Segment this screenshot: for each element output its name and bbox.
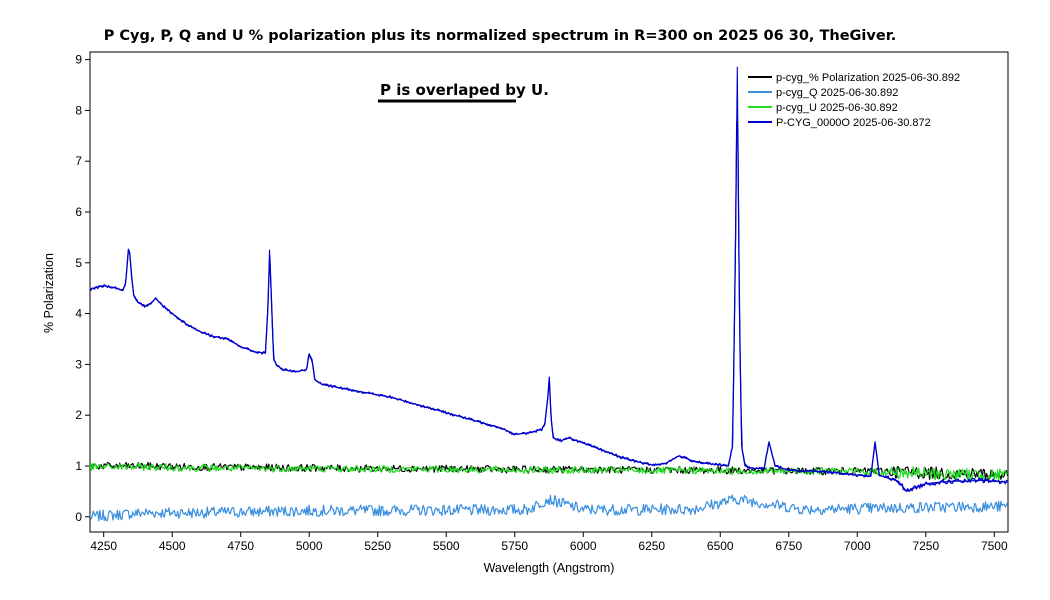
plot-border [89,51,1009,533]
y-tick-label: 6 [75,205,82,219]
x-tick-label: 5250 [364,539,391,553]
x-tick-label: 5750 [501,539,528,553]
y-tick-label: 2 [75,408,82,422]
legend: p-cyg_% Polarization 2025-06-30.892 p-cyg… [748,72,960,129]
x-tick-label: 5000 [296,539,323,553]
y-tick-label: 3 [75,357,82,371]
x-axis-ticks: 4250 4500 4750 5000 5250 5500 5750 6000 6250 6500… [90,532,1008,553]
series-line-q [89,494,1009,522]
y-axis-ticks: 0 1 2 3 4 5 6 7 8 9 [75,53,90,524]
legend-label-q: p-cyg_Q 2025-06-30.892 [776,87,898,99]
y-tick-label: 7 [75,154,82,168]
x-axis-label: Wavelength (Angstrom) [484,561,615,575]
series-line-u [89,462,1008,482]
chart-title: P Cyg, P, Q and U % polarization plus it… [103,28,897,44]
x-tick-label: 6500 [707,539,734,553]
series-line-spectrum-peaks [89,66,1009,492]
y-tick-label: 4 [75,307,82,321]
y-tick-label: 9 [75,53,82,67]
legend-label-u: p-cyg_U 2025-06-30.892 [776,102,898,114]
series-line-spectrum [89,121,1008,492]
x-tick-label: 6000 [570,539,597,553]
x-tick-label: 7500 [981,539,1008,553]
y-tick-label: 5 [75,256,82,270]
legend-label-polarization: p-cyg_% Polarization 2025-06-30.892 [776,72,960,84]
x-tick-label: 7250 [912,539,939,553]
x-tick-label: 6750 [775,539,802,553]
y-tick-label: 8 [75,103,82,117]
x-tick-label: 6250 [638,539,665,553]
x-tick-label: 7000 [844,539,871,553]
y-tick-label: 0 [75,510,82,524]
x-tick-label: 5500 [433,539,460,553]
plot-frame [89,51,1009,533]
series-layer [89,66,1009,522]
x-tick-label: 4750 [227,539,254,553]
x-tick-label: 4250 [90,539,117,553]
x-tick-label: 4500 [159,539,186,553]
legend-label-spectrum: P-CYG_0000O 2025-06-30.872 [776,117,931,129]
annotation: P is overlaped by U. [378,81,549,103]
annotation-text: P is overlaped by U. [380,81,549,99]
y-tick-label: 1 [75,459,82,473]
y-axis-label: % Polarization [42,253,56,333]
